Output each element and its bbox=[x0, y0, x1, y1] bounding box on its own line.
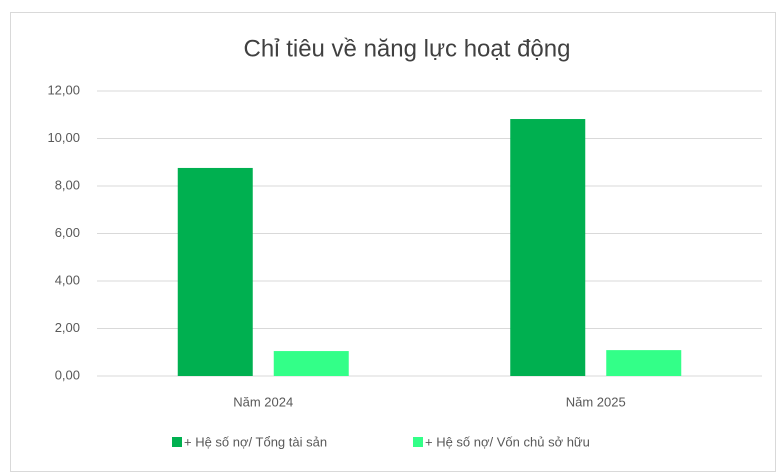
bar bbox=[510, 119, 586, 377]
bar bbox=[177, 167, 253, 376]
legend-swatch bbox=[172, 437, 182, 447]
legend-label: + Hệ số nợ/ Vốn chủ sở hữu bbox=[425, 434, 590, 449]
chart-frame bbox=[10, 12, 776, 472]
bar bbox=[606, 350, 682, 376]
y-tick-label: 10,00 bbox=[47, 130, 80, 145]
x-tick-label: Năm 2025 bbox=[566, 394, 626, 409]
y-tick-label: 4,00 bbox=[55, 272, 80, 287]
legend-swatch bbox=[413, 437, 423, 447]
bar bbox=[273, 351, 349, 376]
chart-title: Chỉ tiêu về năng lực hoạt động bbox=[244, 35, 571, 62]
x-tick-label: Năm 2024 bbox=[233, 394, 293, 409]
y-tick-label: 6,00 bbox=[55, 225, 80, 240]
y-tick-label: 8,00 bbox=[55, 177, 80, 192]
y-tick-label: 2,00 bbox=[55, 320, 80, 335]
y-tick-label: 0,00 bbox=[55, 367, 80, 382]
legend-label: + Hệ số nợ/ Tổng tài sản bbox=[184, 434, 327, 449]
y-tick-label: 12,00 bbox=[47, 82, 80, 97]
